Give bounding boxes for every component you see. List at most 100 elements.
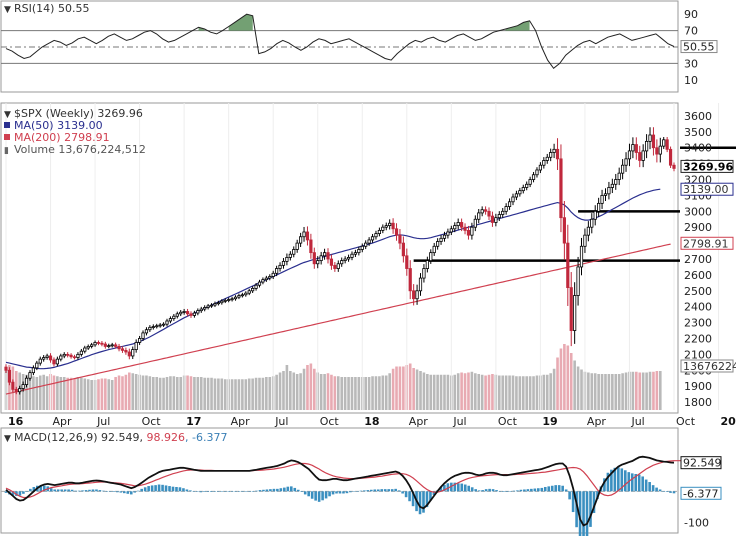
volume-bar — [439, 374, 443, 410]
macd-hist-bar — [25, 491, 29, 492]
candle-body — [268, 276, 272, 279]
macd-hist-bar — [203, 491, 206, 492]
macd-hist-bar — [164, 485, 168, 492]
volume-bar — [333, 376, 337, 410]
volume-bar — [566, 345, 570, 410]
candle-body — [463, 226, 467, 231]
candle-body — [316, 260, 320, 265]
rsi-overbought-area — [505, 20, 530, 31]
macd-hist-bar — [509, 491, 512, 492]
candle-body — [247, 290, 251, 294]
candle-body — [209, 304, 214, 307]
candle-body — [158, 324, 162, 327]
macd-hist-bar — [296, 489, 300, 492]
candle-body — [329, 258, 334, 266]
volume-bar — [545, 374, 549, 410]
macd-hist-bar — [363, 490, 366, 492]
macd-hist-bar — [29, 488, 32, 492]
volume-bar — [521, 376, 525, 410]
macd-hist-bar — [429, 491, 432, 501]
volume-bar — [117, 375, 121, 410]
macd-hist-bar — [578, 491, 582, 536]
macd-hist-bar — [15, 491, 18, 496]
x-tick-label: 18 — [364, 415, 379, 428]
candle-body — [655, 147, 659, 155]
candle-body — [610, 183, 614, 188]
volume-bar — [354, 377, 357, 410]
candle-body — [343, 258, 347, 261]
volume-bar — [456, 373, 460, 410]
macd-hist-bar — [672, 491, 676, 494]
volume-bar — [556, 357, 559, 410]
macd-hist-bar — [147, 486, 150, 492]
volume-bar — [100, 378, 104, 410]
candle-body — [295, 242, 299, 250]
volume-bar — [552, 368, 556, 410]
volume-bar — [402, 366, 405, 410]
volume-bar — [648, 371, 652, 410]
candle-body — [634, 144, 638, 153]
macd-hist-bar — [189, 490, 192, 492]
volume-bar — [223, 379, 227, 410]
candle-body — [470, 226, 474, 236]
candle-body — [220, 300, 224, 304]
volume-bar — [52, 375, 56, 410]
volume-bar — [641, 372, 645, 410]
volume-bar — [576, 366, 580, 410]
volume-bar — [234, 379, 237, 410]
candle-body — [103, 343, 107, 347]
macd-hist-bar — [140, 488, 143, 492]
macd-hist-bar — [237, 491, 241, 492]
candle-body — [658, 145, 662, 155]
macd-hist-bar — [248, 491, 251, 492]
macd-hist-bar — [223, 491, 227, 492]
candle-body — [391, 222, 395, 230]
macd-hist-bar — [512, 490, 516, 492]
volume-bar — [104, 378, 107, 410]
macd-hist-bar — [571, 491, 575, 513]
volume-bar — [491, 374, 494, 410]
volume-bar — [426, 374, 429, 410]
candle-body — [446, 231, 450, 236]
volume-bar — [535, 375, 539, 410]
candle-body — [374, 233, 378, 238]
candle-body — [569, 287, 573, 331]
x-tick-label: Jul — [274, 415, 288, 428]
candle-body — [79, 350, 83, 355]
macd-hist-bar — [60, 489, 63, 492]
volume-bar — [189, 376, 193, 410]
candle-body — [124, 349, 128, 353]
volume-bar — [254, 377, 258, 410]
candle-body — [384, 225, 388, 228]
volume-bar — [155, 377, 159, 410]
volume-bar — [652, 371, 655, 410]
candle-body — [134, 342, 138, 350]
x-tick-label: 19 — [542, 415, 557, 428]
candle-body — [230, 298, 234, 301]
candle-body — [528, 179, 532, 185]
volume-bar — [86, 379, 90, 410]
x-tick-label: Oct — [498, 415, 518, 428]
macd-hist-bar — [655, 487, 658, 492]
macd-hist-bar — [314, 491, 317, 501]
macd-line — [5, 455, 675, 527]
candle-body — [161, 323, 166, 326]
volume-bar — [261, 377, 265, 410]
macd-hist-bar — [373, 489, 377, 492]
candle-body — [131, 349, 135, 357]
volume-bar — [573, 360, 576, 410]
candle-body — [668, 148, 673, 166]
candle-body — [38, 358, 42, 364]
macd-hist-bar — [366, 490, 370, 492]
macd-hist-bar — [119, 491, 123, 493]
macd-hist-bar — [307, 491, 310, 497]
macd-hist-bar — [484, 489, 488, 492]
candle-body — [367, 239, 371, 244]
candle-body — [309, 239, 313, 254]
candle-body — [319, 255, 323, 261]
rsi-icon: ▼ — [4, 5, 11, 15]
volume-bar — [515, 376, 518, 410]
ma50-legend: MA(50) 3139.00 — [14, 119, 103, 132]
candle-body — [576, 266, 580, 296]
